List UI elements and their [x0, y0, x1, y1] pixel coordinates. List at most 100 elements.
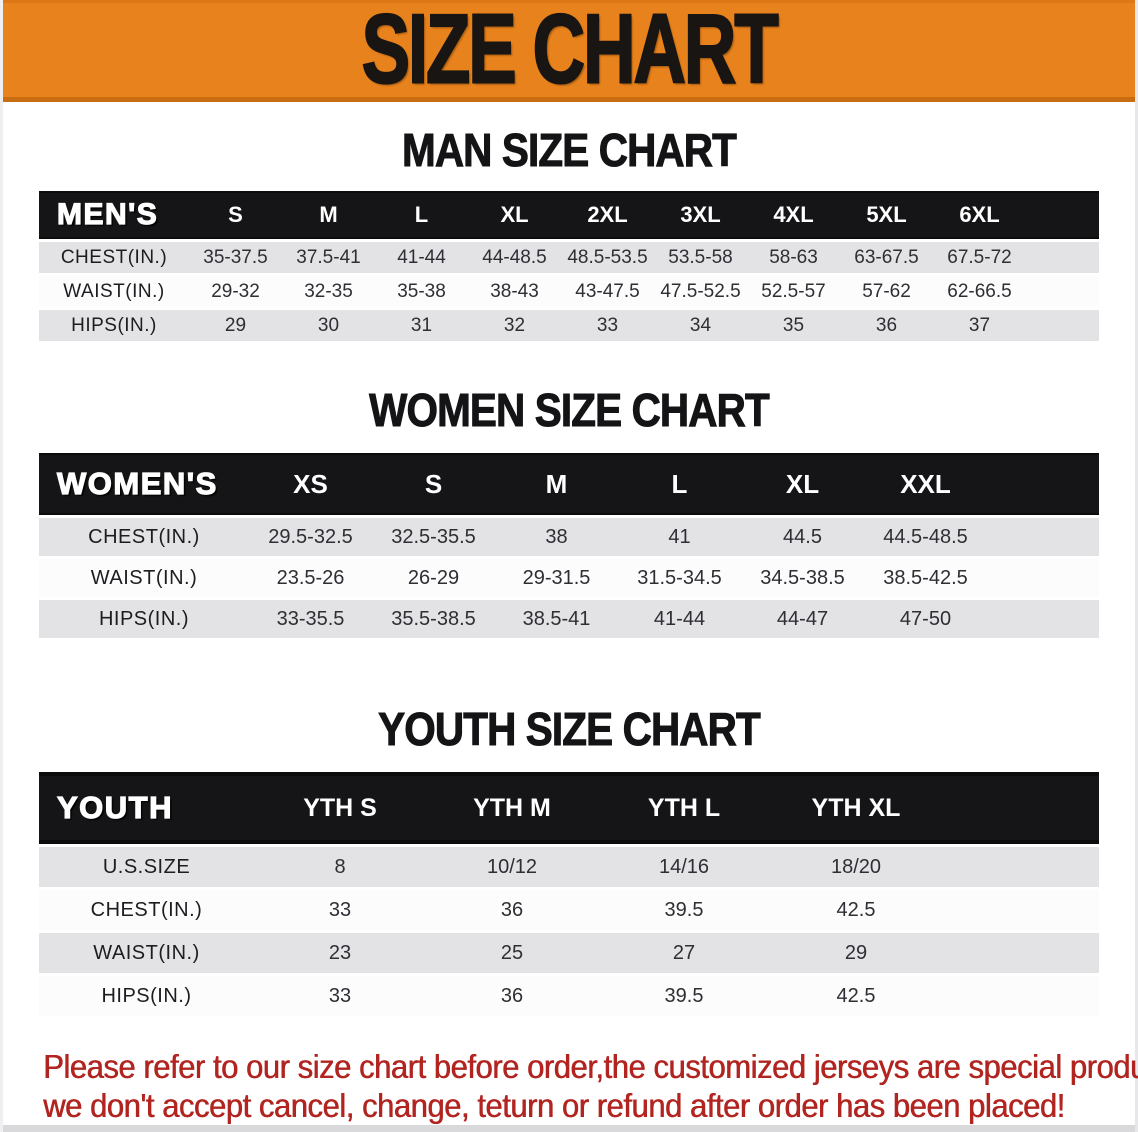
size-value-cell: 32-35 [282, 276, 375, 307]
size-value-cell: 8 [254, 847, 426, 887]
size-value-cell: 62-66.5 [933, 276, 1026, 307]
size-value-cell: 29-31.5 [495, 559, 618, 597]
size-value-cell: 33 [561, 310, 654, 341]
size-value-cell: 29 [189, 310, 282, 341]
size-value-cell: 58-63 [747, 242, 840, 273]
column-header: L [375, 191, 468, 239]
column-header: 2XL [561, 191, 654, 239]
size-value-cell: 44.5-48.5 [864, 518, 987, 556]
filler-cell [987, 559, 1099, 597]
size-value-cell: 44.5 [741, 518, 864, 556]
size-value-cell: 67.5-72 [933, 242, 1026, 273]
filler-cell [1026, 242, 1099, 273]
row-label: U.S.SIZE [39, 847, 254, 887]
size-value-cell: 31.5-34.5 [618, 559, 741, 597]
row-label: WAIST(IN.) [39, 276, 189, 307]
size-value-cell: 36 [426, 976, 598, 1016]
table-row: U.S.SIZE 8 10/12 14/16 18/20 [39, 847, 1099, 887]
row-label: CHEST(IN.) [39, 242, 189, 273]
orange-banner: SIZE CHART [3, 0, 1135, 102]
women-group-label: WOMEN'S [39, 453, 249, 515]
size-value-cell: 42.5 [770, 890, 942, 930]
filler-cell [942, 772, 1099, 844]
size-value-cell: 33-35.5 [249, 600, 372, 638]
column-header: 5XL [840, 191, 933, 239]
size-value-cell: 29 [770, 933, 942, 973]
size-value-cell: 26-29 [372, 559, 495, 597]
size-value-cell: 30 [282, 310, 375, 341]
table-row: WAIST(IN.) 29-32 32-35 35-38 38-43 43-47… [39, 276, 1099, 307]
image-bottom-edge [3, 1125, 1135, 1132]
size-chart-title: SIZE CHART [361, 0, 780, 105]
men-section-heading: MAN SIZE CHART [401, 124, 738, 177]
row-label: WAIST(IN.) [39, 933, 254, 973]
size-value-cell: 32 [468, 310, 561, 341]
size-value-cell: 34 [654, 310, 747, 341]
size-value-cell: 37 [933, 310, 1026, 341]
table-row: CHEST(IN.) 29.5-32.5 32.5-35.5 38 41 44.… [39, 518, 1099, 556]
column-header: YTH XL [770, 772, 942, 844]
size-value-cell: 63-67.5 [840, 242, 933, 273]
size-value-cell: 41-44 [375, 242, 468, 273]
youth-group-label: YOUTH [39, 772, 254, 844]
size-value-cell: 35-38 [375, 276, 468, 307]
size-value-cell: 36 [426, 890, 598, 930]
men-size-table: MEN'S S M L XL 2XL 3XL 4XL 5XL 6XL CHEST… [39, 188, 1099, 344]
column-header: M [495, 453, 618, 515]
table-row: CHEST(IN.) 35-37.5 37.5-41 41-44 44-48.5… [39, 242, 1099, 273]
disclaimer-line-1: Please refer to our size chart before or… [43, 1048, 1138, 1085]
size-value-cell: 44-48.5 [468, 242, 561, 273]
size-value-cell: 38.5-41 [495, 600, 618, 638]
women-section-heading: WOMEN SIZE CHART [369, 384, 770, 437]
size-value-cell: 14/16 [598, 847, 770, 887]
size-value-cell: 38 [495, 518, 618, 556]
table-row: HIPS(IN.) 29 30 31 32 33 34 35 36 37 [39, 310, 1099, 341]
table-row: WAIST(IN.) 23.5-26 26-29 29-31.5 31.5-34… [39, 559, 1099, 597]
size-value-cell: 38-43 [468, 276, 561, 307]
size-value-cell: 32.5-35.5 [372, 518, 495, 556]
size-value-cell: 35.5-38.5 [372, 600, 495, 638]
column-header: YTH S [254, 772, 426, 844]
column-header: XXL [864, 453, 987, 515]
column-header: S [189, 191, 282, 239]
column-header: XL [741, 453, 864, 515]
column-header: M [282, 191, 375, 239]
size-value-cell: 35-37.5 [189, 242, 282, 273]
row-label: HIPS(IN.) [39, 310, 189, 341]
size-value-cell: 44-47 [741, 600, 864, 638]
size-value-cell: 39.5 [598, 890, 770, 930]
youth-size-table: YOUTH YTH S YTH M YTH L YTH XL U.S.SIZE … [39, 769, 1099, 1019]
column-header: YTH L [598, 772, 770, 844]
men-group-label: MEN'S [39, 191, 189, 239]
youth-header-row: YOUTH YTH S YTH M YTH L YTH XL [39, 772, 1099, 844]
women-section: WOMEN SIZE CHART WOMEN'S XS S M L XL XXL [3, 384, 1135, 641]
filler-cell [1026, 276, 1099, 307]
size-value-cell: 57-62 [840, 276, 933, 307]
column-header: 3XL [654, 191, 747, 239]
size-value-cell: 42.5 [770, 976, 942, 1016]
size-value-cell: 35 [747, 310, 840, 341]
filler-cell [942, 976, 1099, 1016]
size-value-cell: 38.5-42.5 [864, 559, 987, 597]
size-value-cell: 41 [618, 518, 741, 556]
women-header-row: WOMEN'S XS S M L XL XXL [39, 453, 1099, 515]
table-row: HIPS(IN.) 33-35.5 35.5-38.5 38.5-41 41-4… [39, 600, 1099, 638]
men-header-row: MEN'S S M L XL 2XL 3XL 4XL 5XL 6XL [39, 191, 1099, 239]
row-label: HIPS(IN.) [39, 600, 249, 638]
filler-cell [987, 600, 1099, 638]
table-row: CHEST(IN.) 33 36 39.5 42.5 [39, 890, 1099, 930]
column-header: XS [249, 453, 372, 515]
size-value-cell: 25 [426, 933, 598, 973]
disclaimer: Please refer to our size chart before or… [43, 1047, 1138, 1125]
filler-cell [942, 847, 1099, 887]
row-label: HIPS(IN.) [39, 976, 254, 1016]
filler-cell [987, 518, 1099, 556]
women-size-table: WOMEN'S XS S M L XL XXL CHEST(IN.) 29.5-… [39, 450, 1099, 641]
size-value-cell: 23.5-26 [249, 559, 372, 597]
size-value-cell: 27 [598, 933, 770, 973]
table-row: WAIST(IN.) 23 25 27 29 [39, 933, 1099, 973]
filler-cell [987, 453, 1099, 515]
size-value-cell: 37.5-41 [282, 242, 375, 273]
size-value-cell: 39.5 [598, 976, 770, 1016]
